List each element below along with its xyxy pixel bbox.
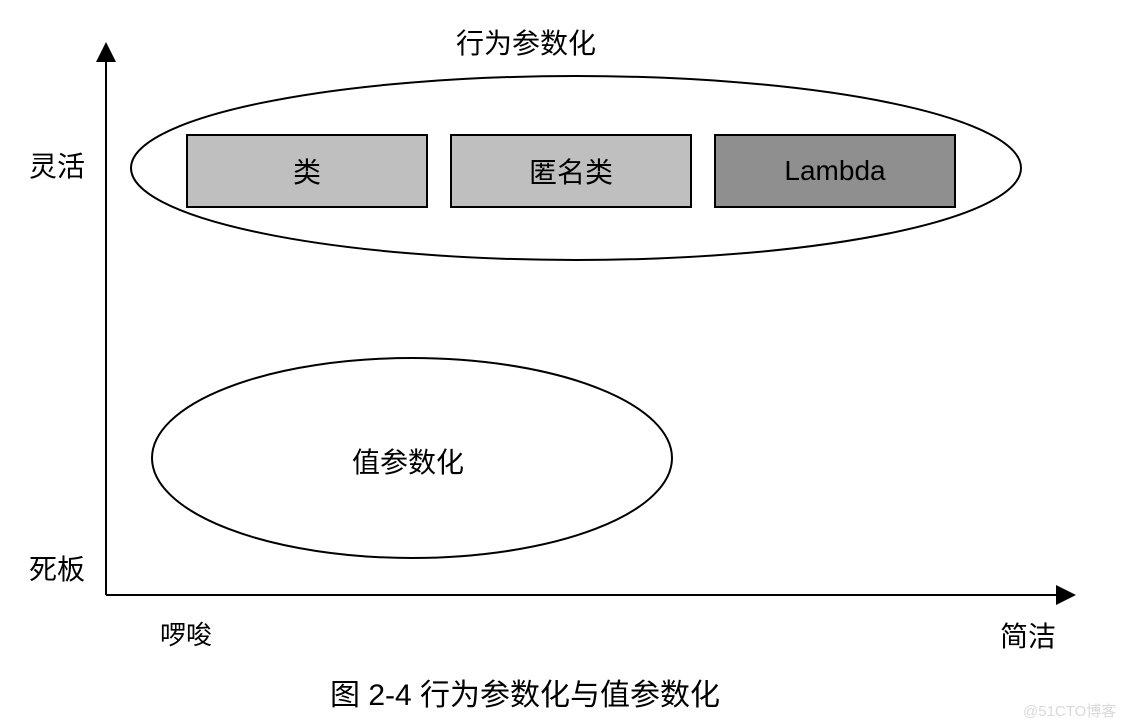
x-axis-label-concise: 简洁 xyxy=(1000,615,1056,655)
y-axis-label-rigid: 死板 xyxy=(29,548,85,588)
value-parameterization-label: 值参数化 xyxy=(352,441,464,481)
x-axis-label-verbose: 啰唆 xyxy=(160,615,212,652)
class-box: 类 xyxy=(186,134,428,208)
lambda-box: Lambda xyxy=(714,134,956,208)
anon-class-box: 匿名类 xyxy=(450,134,692,208)
behavior-parameterization-title: 行为参数化 xyxy=(456,22,596,62)
svg-layer xyxy=(0,0,1124,722)
diagram-canvas: 行为参数化 灵活 死板 啰唆 简洁 类 匿名类 Lambda 值参数化 图 2-… xyxy=(0,0,1124,722)
watermark: @51CTO博客 xyxy=(1023,700,1116,721)
y-axis-label-flexible: 灵活 xyxy=(29,145,85,185)
class-box-label: 类 xyxy=(293,151,321,191)
figure-caption: 图 2-4 行为参数化与值参数化 xyxy=(330,670,720,714)
lambda-box-label: Lambda xyxy=(784,155,885,187)
anon-class-box-label: 匿名类 xyxy=(529,151,613,191)
